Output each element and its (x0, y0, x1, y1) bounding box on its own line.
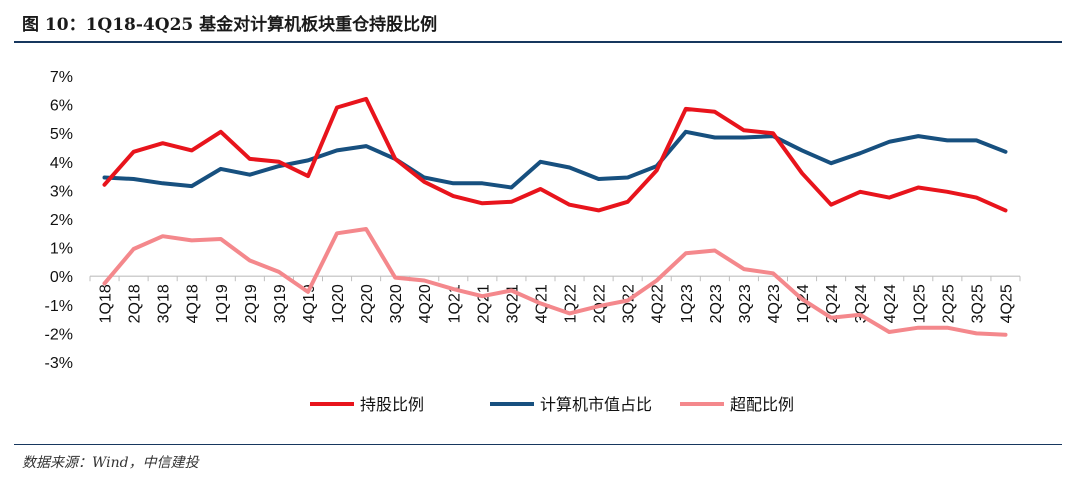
x-tick-label: 2Q23 (708, 284, 725, 323)
x-tick-label: 2Q20 (359, 284, 376, 323)
source-note: 数据来源：Wind，中信建投 (22, 455, 199, 471)
y-tick-label: 4% (50, 155, 73, 172)
x-tick-label: 3Q18 (156, 284, 173, 323)
x-tick-label: 3Q20 (388, 284, 405, 323)
title-divider (14, 41, 1062, 43)
x-tick-label: 1Q24 (795, 284, 812, 323)
x-tick-label: 2Q18 (127, 284, 144, 323)
x-tick-label: 2Q22 (592, 284, 609, 323)
y-tick-label: -2% (45, 326, 73, 343)
legend-label-0: 持股比例 (360, 395, 424, 414)
footer-divider (14, 444, 1062, 445)
x-tick-label: 4Q18 (185, 284, 202, 323)
x-tick-label: 2Q25 (940, 284, 957, 323)
x-tick-label: 4Q22 (650, 284, 667, 323)
x-tick-label: 1Q25 (911, 284, 928, 323)
y-tick-label: 5% (50, 126, 73, 143)
line-chart: 7% 6% 5% 4% 3% 2% 1% 0% -1% -2% -3% 1Q18 2Q18 3Q18 4Q… (45, 69, 1021, 414)
y-tick-label: 7% (50, 69, 73, 86)
y-tick-label: -1% (45, 298, 73, 315)
x-axis: 1Q18 2Q18 3Q18 4Q18 1Q19 2Q19 3Q19 4Q19 1Q20 2Q20… (89, 275, 1021, 323)
x-tick-label: 1Q22 (563, 284, 580, 323)
series-line-1 (102, 129, 1008, 190)
x-tick-label: 1Q23 (679, 284, 696, 323)
y-tick-label: 3% (50, 183, 73, 200)
x-tick-label: 3Q19 (272, 284, 289, 323)
x-tick-label: 4Q20 (417, 284, 434, 323)
chart-title: 图 10：1Q18-4Q25 基金对计算机板块重仓持股比例 (22, 15, 438, 35)
x-tick-label: 4Q19 (301, 284, 318, 323)
x-tick-label: 3Q25 (969, 284, 986, 323)
x-tick-label: 4Q23 (766, 284, 783, 323)
y-tick-label: 6% (50, 98, 73, 115)
x-tick-label: 3Q22 (621, 284, 638, 323)
series-line-0 (102, 96, 1008, 213)
legend-label-2: 超配比例 (730, 395, 794, 414)
legend-label-1: 计算机市值占比 (540, 395, 652, 414)
x-tick-label: 2Q19 (243, 284, 260, 323)
y-axis: 7% 6% 5% 4% 3% 2% 1% 0% -1% -2% -3% (45, 69, 73, 372)
legend: 持股比例 计算机市值占比 超配比例 (310, 395, 794, 414)
series-lines (102, 96, 1008, 337)
x-tick-label: 2Q24 (824, 284, 841, 323)
x-tick-label: 1Q21 (446, 284, 463, 323)
x-tick-label: 3Q23 (737, 284, 754, 323)
x-tick-label: 4Q24 (882, 284, 899, 323)
x-tick-label: 4Q25 (998, 284, 1015, 323)
y-tick-label: 0% (50, 269, 73, 286)
x-tick-label: 1Q18 (98, 284, 115, 323)
y-tick-label: -3% (45, 355, 73, 372)
x-tick-label: 1Q19 (214, 284, 231, 323)
x-tick-label: 1Q20 (330, 284, 347, 323)
y-tick-label: 1% (50, 241, 73, 258)
x-tick-label: 2Q21 (475, 284, 492, 323)
y-tick-label: 2% (50, 212, 73, 229)
series-line-2 (102, 227, 1008, 337)
